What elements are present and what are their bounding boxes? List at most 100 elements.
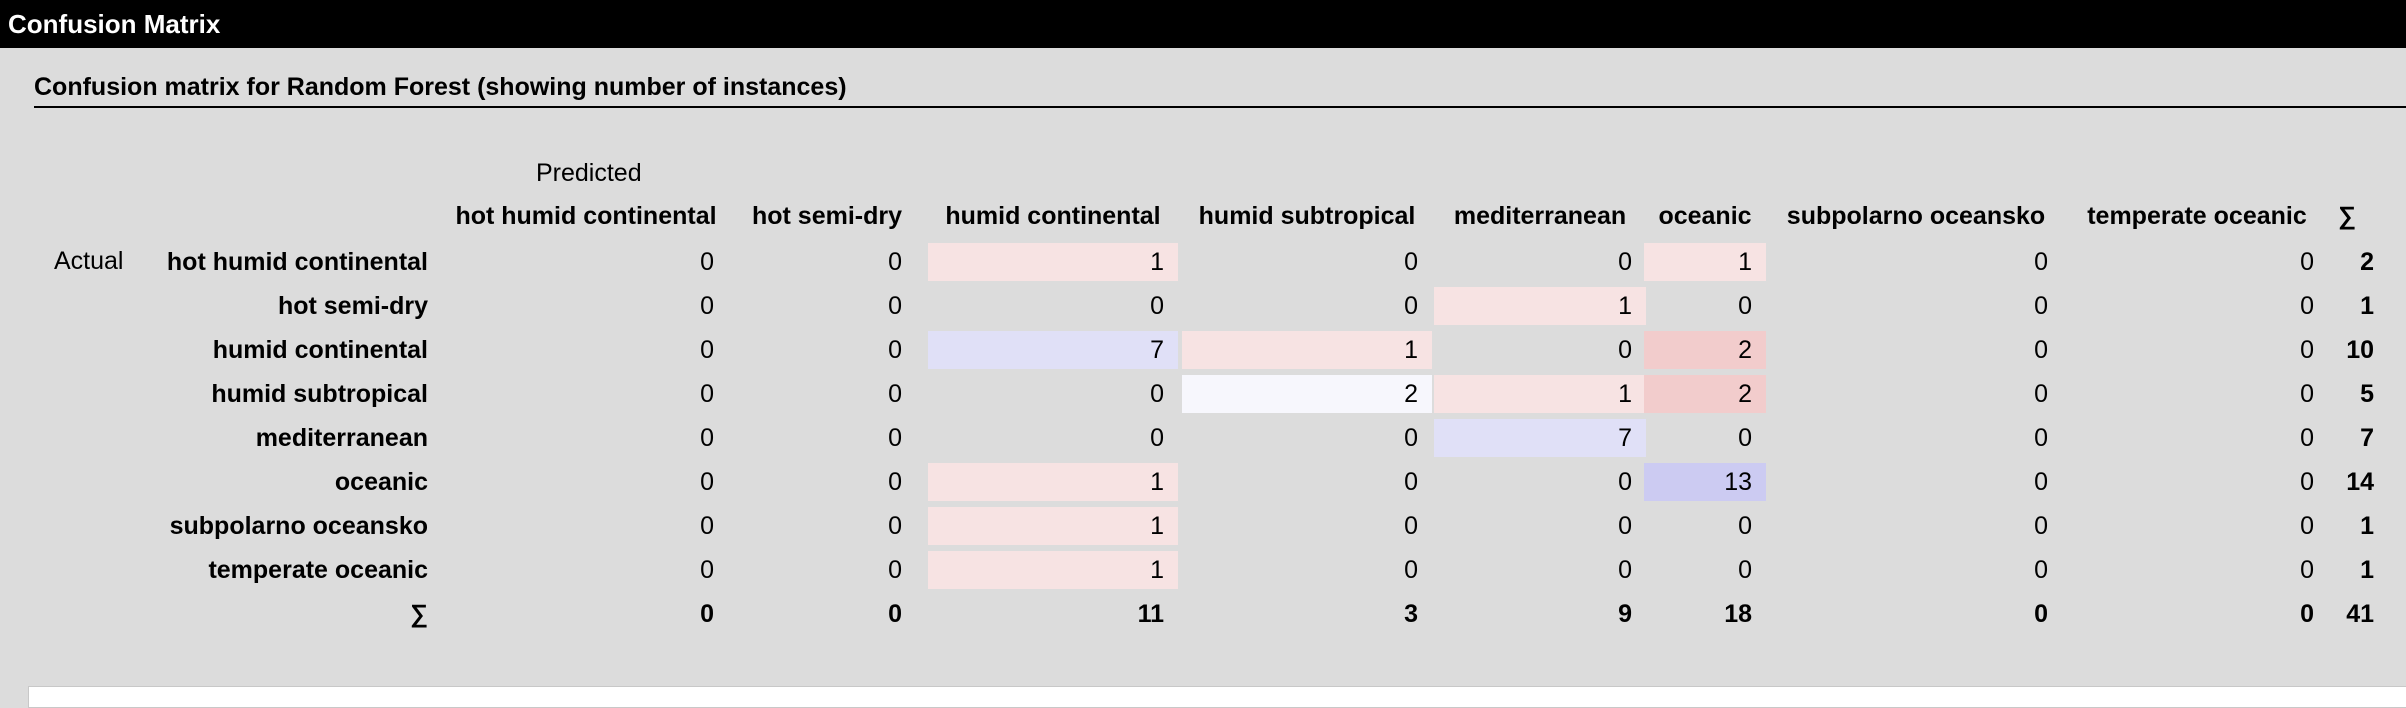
matrix-cell: 0	[700, 248, 714, 276]
column-sum: 0	[888, 600, 902, 628]
matrix-cell: 0	[2300, 292, 2314, 320]
matrix-cell: 0	[2034, 512, 2048, 540]
matrix-cell: 0	[700, 556, 714, 584]
column-sum: 3	[1404, 600, 1418, 628]
row-header: humid subtropical	[211, 380, 428, 408]
row-header: subpolarno oceansko	[169, 512, 428, 540]
matrix-cell: 1	[928, 551, 1178, 589]
matrix-cell: 0	[1738, 292, 1752, 320]
matrix-cell: 0	[700, 336, 714, 364]
matrix-cell: 0	[2300, 512, 2314, 540]
matrix-cell: 0	[2034, 556, 2048, 584]
matrix-cell: 0	[1404, 248, 1418, 276]
column-sum: 9	[1618, 600, 1632, 628]
row-sum: 1	[2360, 556, 2374, 584]
row-header: oceanic	[334, 468, 428, 496]
column-header-sum: ∑	[2338, 202, 2356, 230]
matrix-cell: 1	[1434, 375, 1646, 413]
row-sum: 14	[2346, 468, 2374, 496]
column-header: humid subtropical	[1198, 202, 1416, 230]
matrix-cell: 0	[2300, 380, 2314, 408]
matrix-cell: 0	[1404, 556, 1418, 584]
row-sum: 5	[2360, 380, 2374, 408]
column-header: hot semi-dry	[751, 202, 903, 230]
sum-row-header: ∑	[410, 600, 428, 628]
row-sum: 7	[2360, 424, 2374, 452]
matrix-cell: 0	[1404, 468, 1418, 496]
column-header: temperate oceanic	[2087, 202, 2307, 230]
matrix-cell: 0	[2034, 424, 2048, 452]
predicted-axis-label: Predicted	[536, 159, 642, 187]
column-header: subpolarno oceansko	[1786, 202, 2046, 230]
row-header: hot humid continental	[166, 248, 428, 276]
matrix-cell: 1	[1434, 287, 1646, 325]
matrix-cell: 0	[700, 380, 714, 408]
matrix-cell: 0	[700, 512, 714, 540]
matrix-cell: 0	[2034, 292, 2048, 320]
matrix-cell: 2	[1182, 375, 1432, 413]
matrix-cell: 0	[888, 512, 902, 540]
column-sum: 11	[1137, 600, 1164, 628]
matrix-cell: 0	[2034, 248, 2048, 276]
matrix-cell: 0	[2034, 380, 2048, 408]
matrix-cell: 0	[1738, 556, 1752, 584]
column-sum: 18	[1724, 600, 1752, 628]
matrix-cell: 0	[2300, 336, 2314, 364]
column-header: humid continental	[945, 202, 1161, 230]
matrix-cell: 0	[1404, 512, 1418, 540]
matrix-cell: 7	[1434, 419, 1646, 457]
row-header: humid continental	[212, 336, 428, 364]
matrix-cell: 0	[2300, 468, 2314, 496]
row-sum: 2	[2360, 248, 2374, 276]
matrix-cell: 0	[2034, 336, 2048, 364]
row-sum: 1	[2360, 292, 2374, 320]
matrix-cell: 0	[888, 248, 902, 276]
row-header: hot semi-dry	[277, 292, 428, 320]
matrix-cell: 0	[2034, 468, 2048, 496]
matrix-cell: 13	[1644, 463, 1766, 501]
matrix-cell: 0	[888, 336, 902, 364]
matrix-cell: 0	[700, 292, 714, 320]
matrix-cell: 0	[1618, 512, 1632, 540]
confusion-matrix-table: Predicted Actual hot humid continental ho…	[54, 159, 2374, 628]
row-header: temperate oceanic	[208, 556, 428, 584]
grand-total: 41	[2346, 600, 2374, 628]
column-header: oceanic	[1658, 202, 1752, 230]
column-sum: 0	[2300, 600, 2314, 628]
matrix-cell: 0	[888, 292, 902, 320]
matrix-cell: 0	[1150, 380, 1164, 408]
matrix-cell: 0	[1618, 556, 1632, 584]
section-divider	[34, 106, 2406, 108]
matrix-cell: 0	[2300, 424, 2314, 452]
matrix-cell: 0	[700, 424, 714, 452]
matrix-cell: 1	[928, 507, 1178, 545]
row-sum: 10	[2346, 336, 2374, 364]
matrix-cell: 0	[1150, 424, 1164, 452]
actual-axis-label: Actual	[54, 247, 124, 275]
matrix-cell: 0	[2300, 556, 2314, 584]
column-header: mediterranean	[1453, 202, 1627, 230]
matrix-cell: 1	[1182, 331, 1432, 369]
column-header: hot humid continental	[455, 202, 717, 230]
matrix-cell: 0	[1404, 424, 1418, 452]
matrix-cell: 0	[1618, 336, 1632, 364]
row-sum: 1	[2360, 512, 2374, 540]
matrix-cell: 0	[2300, 248, 2314, 276]
matrix-cell: 0	[888, 556, 902, 584]
matrix-cell: 0	[1150, 292, 1164, 320]
column-sum: 0	[700, 600, 714, 628]
matrix-cell: 2	[1644, 375, 1766, 413]
matrix-cell: 0	[888, 380, 902, 408]
matrix-cell: 0	[1738, 424, 1752, 452]
matrix-cell: 1	[928, 463, 1178, 501]
matrix-cell: 0	[700, 468, 714, 496]
row-header: mediterranean	[255, 424, 428, 452]
column-sum: 0	[2034, 600, 2048, 628]
section-title: Confusion matrix for Random Forest (show…	[34, 73, 847, 101]
bottom-panel	[28, 686, 2406, 708]
matrix-cell: 1	[928, 243, 1178, 281]
matrix-cell: 1	[1644, 243, 1766, 281]
matrix-cell: 0	[1618, 468, 1632, 496]
matrix-cell: 0	[888, 424, 902, 452]
matrix-cell: 0	[888, 468, 902, 496]
